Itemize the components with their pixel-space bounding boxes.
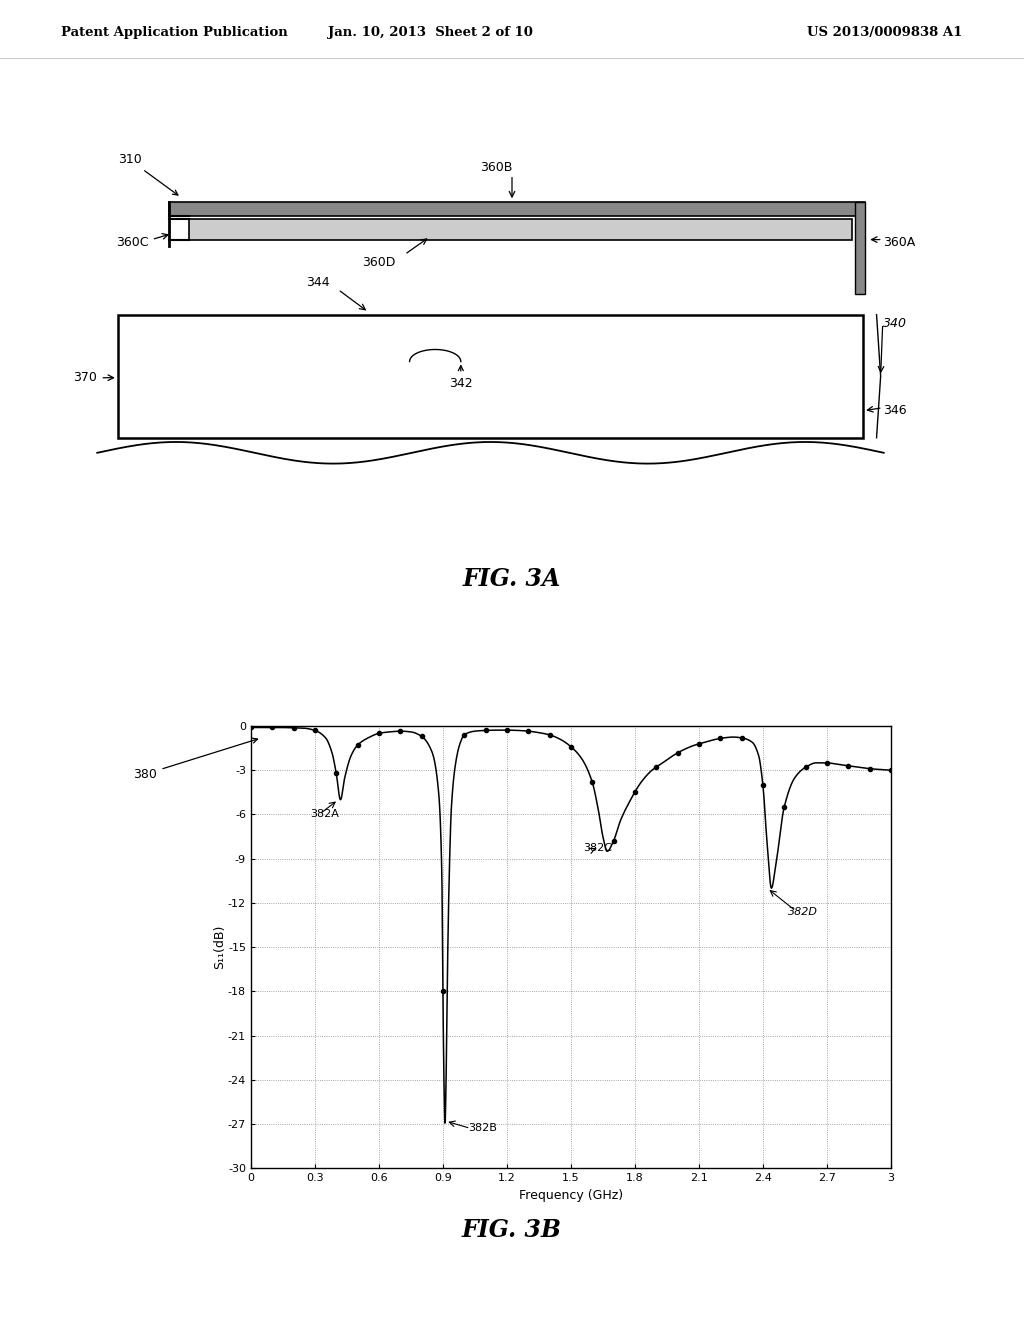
FancyBboxPatch shape bbox=[855, 202, 865, 293]
Text: 382C: 382C bbox=[584, 843, 612, 853]
Text: 360B: 360B bbox=[480, 161, 513, 173]
Text: 340: 340 bbox=[883, 317, 906, 330]
Text: FIG. 3B: FIG. 3B bbox=[462, 1218, 562, 1242]
FancyBboxPatch shape bbox=[189, 219, 852, 240]
Text: 310: 310 bbox=[118, 153, 178, 195]
Text: 382A: 382A bbox=[310, 809, 340, 820]
FancyBboxPatch shape bbox=[118, 314, 863, 438]
Text: 360A: 360A bbox=[883, 236, 914, 249]
Text: 370: 370 bbox=[74, 371, 97, 384]
FancyBboxPatch shape bbox=[169, 202, 865, 215]
Text: 360C: 360C bbox=[116, 236, 148, 249]
Text: US 2013/0009838 A1: US 2013/0009838 A1 bbox=[807, 26, 963, 40]
Text: 360D: 360D bbox=[362, 256, 395, 269]
Text: Patent Application Publication: Patent Application Publication bbox=[61, 26, 288, 40]
Text: 344: 344 bbox=[305, 276, 330, 289]
X-axis label: Frequency (GHz): Frequency (GHz) bbox=[519, 1188, 623, 1201]
Text: Jan. 10, 2013  Sheet 2 of 10: Jan. 10, 2013 Sheet 2 of 10 bbox=[328, 26, 532, 40]
Text: FIG. 3A: FIG. 3A bbox=[463, 566, 561, 591]
Text: 382D: 382D bbox=[788, 907, 818, 916]
Text: 382B: 382B bbox=[469, 1123, 498, 1134]
Y-axis label: S₁₁(dB): S₁₁(dB) bbox=[213, 925, 226, 969]
Text: 380: 380 bbox=[133, 738, 258, 780]
Text: 346: 346 bbox=[883, 404, 906, 417]
Text: 342: 342 bbox=[449, 366, 473, 389]
